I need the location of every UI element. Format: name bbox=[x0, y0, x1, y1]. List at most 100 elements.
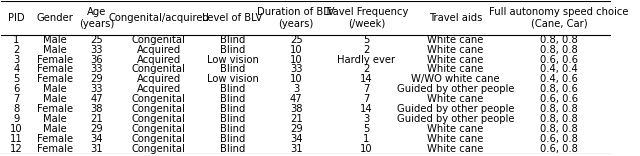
Text: 10: 10 bbox=[290, 55, 303, 65]
Text: Duration of BLV
(years): Duration of BLV (years) bbox=[257, 7, 335, 29]
Text: 0.6, 0.6: 0.6, 0.6 bbox=[540, 94, 578, 104]
Text: 0.4, 0.6: 0.4, 0.6 bbox=[540, 74, 578, 84]
Text: Acquired: Acquired bbox=[137, 74, 181, 84]
Text: Congenital: Congenital bbox=[132, 35, 186, 45]
Text: 0.8, 0.6: 0.8, 0.6 bbox=[540, 84, 578, 94]
Text: W/WO white cane: W/WO white cane bbox=[411, 74, 500, 84]
Text: Gender: Gender bbox=[36, 13, 74, 23]
Text: Hardly ever: Hardly ever bbox=[337, 55, 396, 65]
Text: Congenital: Congenital bbox=[132, 64, 186, 74]
Text: Male: Male bbox=[43, 45, 67, 55]
Text: Congenital: Congenital bbox=[132, 94, 186, 104]
Text: Blind: Blind bbox=[220, 104, 245, 114]
Text: 14: 14 bbox=[360, 74, 373, 84]
Text: Female: Female bbox=[37, 55, 73, 65]
Text: 38: 38 bbox=[91, 104, 103, 114]
Text: 5: 5 bbox=[364, 124, 370, 134]
Text: 2: 2 bbox=[364, 64, 370, 74]
Text: Blind: Blind bbox=[220, 144, 245, 154]
Text: Congenital/acquired: Congenital/acquired bbox=[108, 13, 209, 23]
Text: 4: 4 bbox=[13, 64, 20, 74]
Text: 33: 33 bbox=[91, 84, 103, 94]
Text: 0.6, 0.8: 0.6, 0.8 bbox=[540, 134, 578, 144]
Text: Low vision: Low vision bbox=[207, 55, 259, 65]
Text: 21: 21 bbox=[290, 114, 303, 124]
Text: Female: Female bbox=[37, 104, 73, 114]
Text: 29: 29 bbox=[90, 124, 103, 134]
Text: Age
(years): Age (years) bbox=[79, 7, 115, 29]
Text: Male: Male bbox=[43, 124, 67, 134]
Text: 3: 3 bbox=[13, 55, 20, 65]
Text: 0.8, 0.8: 0.8, 0.8 bbox=[540, 104, 578, 114]
Text: 2: 2 bbox=[364, 45, 370, 55]
Text: Male: Male bbox=[43, 94, 67, 104]
Text: Female: Female bbox=[37, 134, 73, 144]
Text: Congenital: Congenital bbox=[132, 134, 186, 144]
Text: 1: 1 bbox=[364, 134, 370, 144]
Text: 33: 33 bbox=[91, 45, 103, 55]
Text: Blind: Blind bbox=[220, 35, 245, 45]
Text: White cane: White cane bbox=[427, 35, 483, 45]
Text: 21: 21 bbox=[90, 114, 103, 124]
Text: 34: 34 bbox=[290, 134, 303, 144]
Text: 7: 7 bbox=[364, 94, 370, 104]
Text: White cane: White cane bbox=[427, 55, 483, 65]
Text: 36: 36 bbox=[90, 55, 103, 65]
Text: 0.8, 0.8: 0.8, 0.8 bbox=[540, 124, 578, 134]
Text: White cane: White cane bbox=[427, 64, 483, 74]
Text: 0.6, 0.8: 0.6, 0.8 bbox=[540, 144, 578, 154]
Text: 10: 10 bbox=[10, 124, 23, 134]
Text: Guided by other people: Guided by other people bbox=[397, 104, 514, 114]
Text: 0.8, 0.8: 0.8, 0.8 bbox=[540, 35, 578, 45]
Text: 5: 5 bbox=[364, 35, 370, 45]
Text: 7: 7 bbox=[364, 84, 370, 94]
Text: White cane: White cane bbox=[427, 144, 483, 154]
Text: 47: 47 bbox=[90, 94, 103, 104]
Text: 11: 11 bbox=[10, 134, 23, 144]
Text: 3: 3 bbox=[293, 84, 300, 94]
Text: Congenital: Congenital bbox=[132, 104, 186, 114]
Text: 0.8, 0.8: 0.8, 0.8 bbox=[540, 45, 578, 55]
Text: Travel Frequency
(/week): Travel Frequency (/week) bbox=[324, 7, 409, 29]
Text: 3: 3 bbox=[364, 114, 370, 124]
Text: 38: 38 bbox=[290, 104, 303, 114]
Text: 5: 5 bbox=[13, 74, 20, 84]
Text: 29: 29 bbox=[90, 74, 103, 84]
Text: Congenital: Congenital bbox=[132, 114, 186, 124]
Text: Male: Male bbox=[43, 84, 67, 94]
Text: 2: 2 bbox=[13, 45, 20, 55]
Text: 34: 34 bbox=[91, 134, 103, 144]
Text: Blind: Blind bbox=[220, 94, 245, 104]
Text: White cane: White cane bbox=[427, 94, 483, 104]
Text: Congenital: Congenital bbox=[132, 124, 186, 134]
Text: Acquired: Acquired bbox=[137, 84, 181, 94]
Text: Blind: Blind bbox=[220, 84, 245, 94]
Text: 25: 25 bbox=[290, 35, 303, 45]
Text: Travel aids: Travel aids bbox=[429, 13, 482, 23]
Text: Guided by other people: Guided by other people bbox=[397, 84, 514, 94]
Text: Male: Male bbox=[43, 35, 67, 45]
Text: Blind: Blind bbox=[220, 114, 245, 124]
Text: 31: 31 bbox=[290, 144, 303, 154]
Text: Female: Female bbox=[37, 64, 73, 74]
Text: PID: PID bbox=[8, 13, 25, 23]
Text: Guided by other people: Guided by other people bbox=[397, 114, 514, 124]
Text: Low vision: Low vision bbox=[207, 74, 259, 84]
Text: 14: 14 bbox=[360, 104, 373, 114]
Text: 0.8, 0.8: 0.8, 0.8 bbox=[540, 114, 578, 124]
Text: 25: 25 bbox=[90, 35, 103, 45]
Text: Congenital: Congenital bbox=[132, 144, 186, 154]
Text: Blind: Blind bbox=[220, 124, 245, 134]
Text: Blind: Blind bbox=[220, 64, 245, 74]
Text: 33: 33 bbox=[290, 64, 303, 74]
Text: 10: 10 bbox=[290, 74, 303, 84]
Text: Full autonomy speed choice
(Cane, Car): Full autonomy speed choice (Cane, Car) bbox=[490, 7, 629, 29]
Text: Male: Male bbox=[43, 114, 67, 124]
Text: Blind: Blind bbox=[220, 134, 245, 144]
Text: Female: Female bbox=[37, 74, 73, 84]
Text: White cane: White cane bbox=[427, 45, 483, 55]
Text: Female: Female bbox=[37, 144, 73, 154]
Text: 10: 10 bbox=[290, 45, 303, 55]
Text: 10: 10 bbox=[360, 144, 373, 154]
Text: Acquired: Acquired bbox=[137, 45, 181, 55]
